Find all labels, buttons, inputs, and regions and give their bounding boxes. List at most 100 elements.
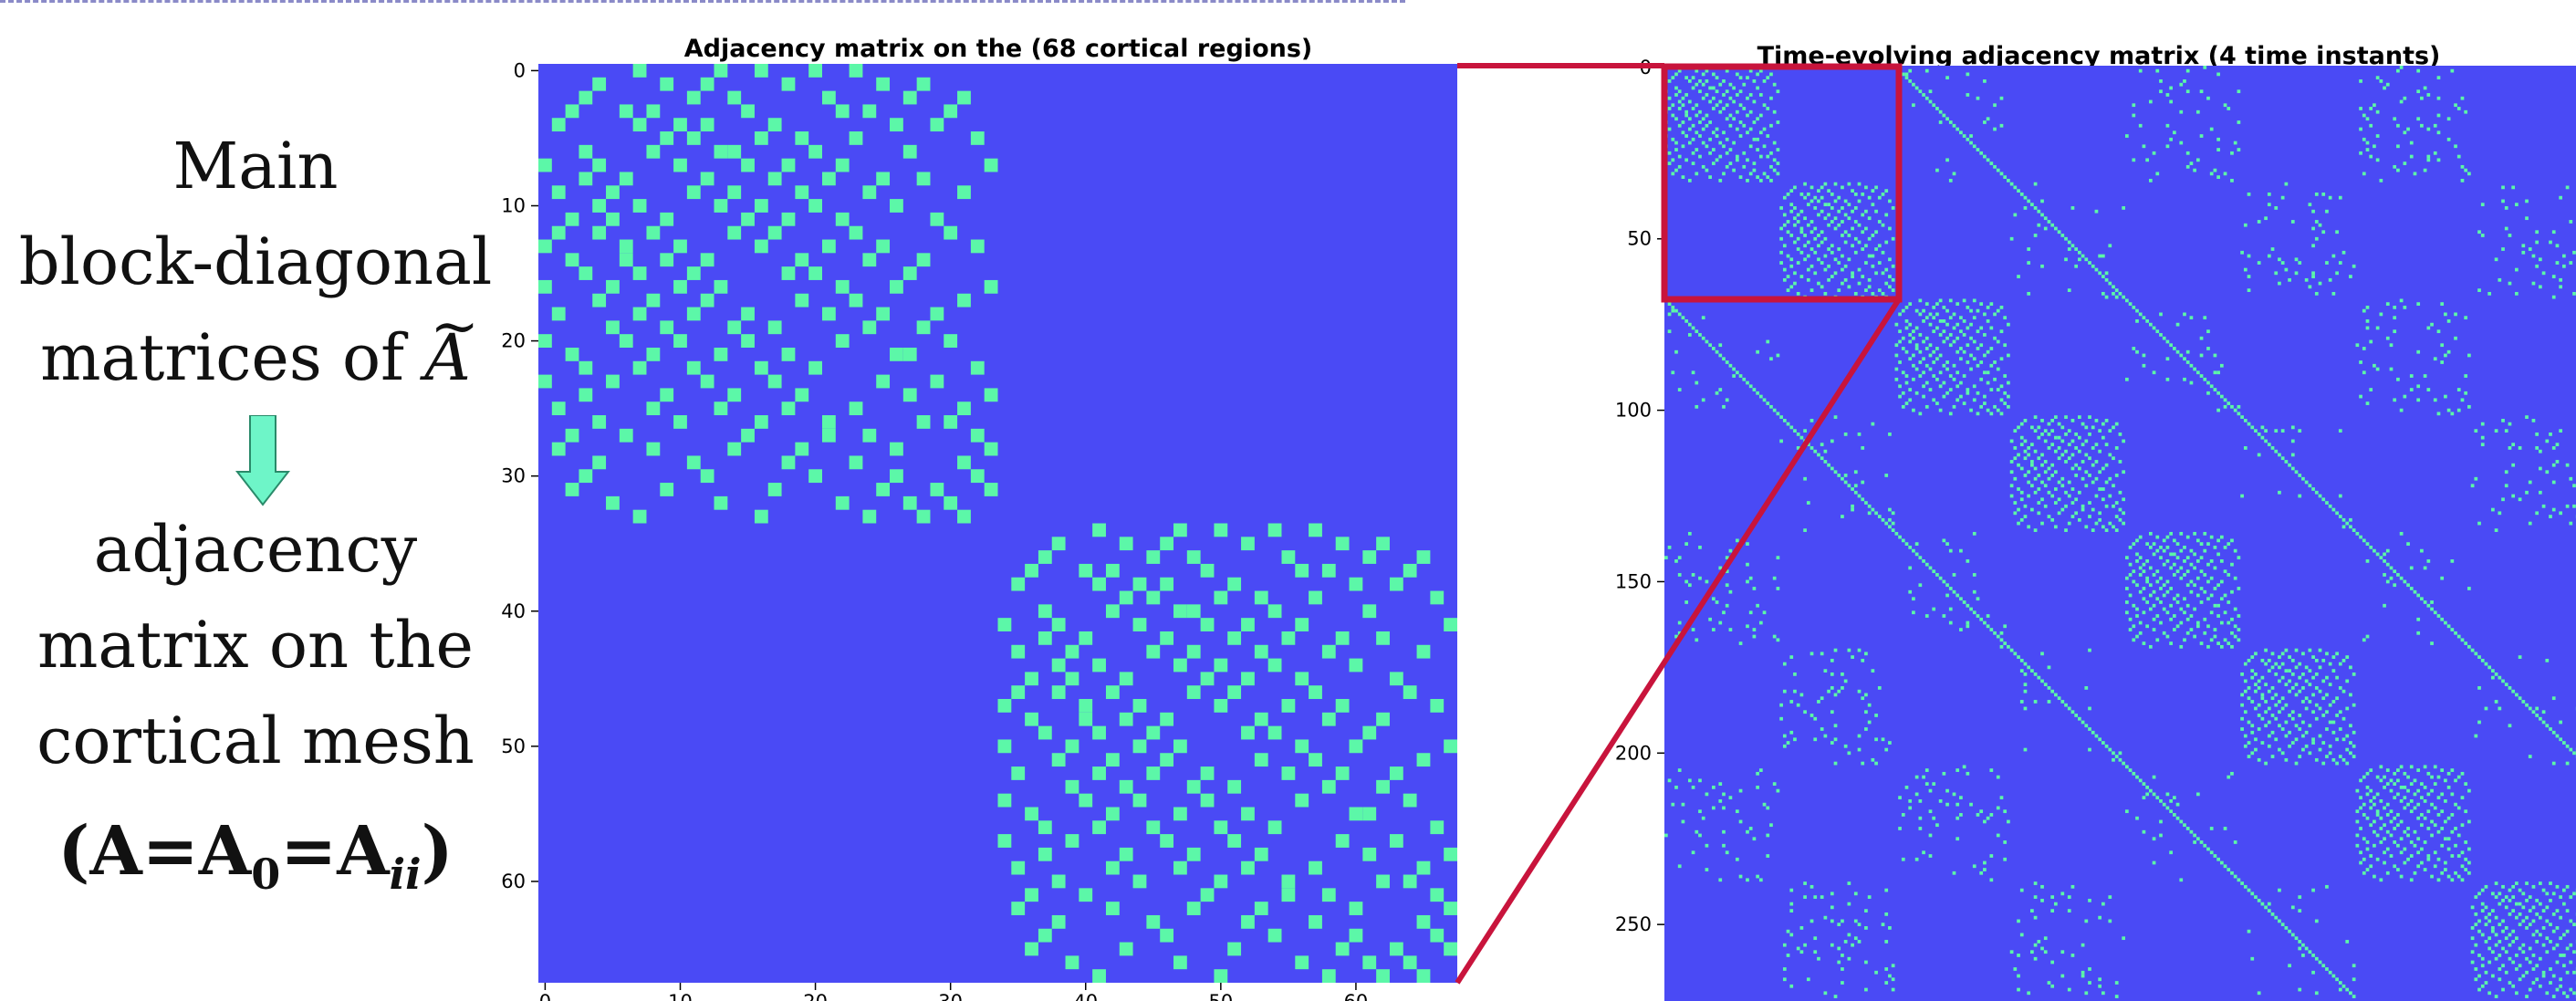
right-cell-255-110 [2037,940,2041,944]
right-cell-26-220 [2409,154,2414,159]
right-cell-127-59 [1864,501,1868,505]
right-cell-38-63 [1877,195,1882,200]
right-cell-1-140 [2138,68,2143,73]
right-cell-173-49 [1830,658,1834,662]
right-cell-143-169 [2237,556,2241,560]
left-cell-1-18 [781,77,796,91]
right-cell-8-12 [1705,93,1709,97]
right-cell-208-221 [2413,778,2417,783]
right-cell-239-120 [2070,884,2075,889]
formula-sub-ii: ii [389,849,422,899]
right-cell-24-169 [2237,148,2241,151]
right-cell-48-43 [1809,230,1814,235]
right-cell-88-74 [1914,367,1919,371]
right-cell-220-94 [1983,819,1987,824]
right-cell-112-122 [2078,449,2081,454]
right-cell-82-160 [2206,347,2210,350]
right-cell-62-60 [1867,277,1872,282]
left-cell-53-39 [1065,779,1079,794]
right-cell-26-30 [1766,154,1770,159]
right-cell-197-202 [2349,741,2352,745]
left-cell-49-37 [1038,725,1052,740]
right-cell-43-35 [1782,213,1787,217]
right-cell-256-109 [2033,943,2038,947]
right-cell-107-53 [1843,433,1848,436]
right-cell-44-177 [2264,216,2268,221]
right-cell-128-60 [1867,504,1872,508]
right-cell-74-71 [1904,319,1909,323]
right-cell-63-45 [1817,281,1820,286]
right-cell-252-184 [2288,929,2291,933]
left-cell-47-44 [1132,699,1147,713]
left-cell-3-30 [944,104,958,119]
right-cell-226-207 [2365,840,2370,844]
left-cell-7-18 [781,158,796,172]
left-cell-16-26 [890,279,903,294]
right-cell-207-210 [2375,775,2380,779]
right-cell-55-36 [1786,254,1790,258]
right-cell-218-87 [1959,813,1963,817]
right-cell-215-29 [1762,802,1767,807]
right-cell-108-115 [2054,435,2058,440]
right-cell-174-196 [2328,662,2332,666]
right-cell-219-151 [2175,816,2180,820]
left-cell-13-21 [821,239,836,254]
right-cell-105-110 [2037,425,2041,430]
right-cell-146-140 [2138,566,2143,570]
right-cell-88-83 [1945,367,1949,371]
right-cell-188-256 [2531,710,2536,714]
right-cell-154-222 [2416,593,2421,598]
right-cell-211-83 [1945,788,1949,793]
right-cell-150-138 [2132,579,2136,584]
right-cell-153-91 [1972,589,1976,594]
left-cell-20-6 [619,334,633,348]
right-cell-149-136 [2125,576,2129,580]
right-cell-259-251 [2515,954,2519,957]
right-cell-269-201 [2345,987,2350,992]
right-cell-146-214 [2389,566,2393,570]
right-cell-146-220 [2409,566,2414,570]
right-cell-78-88 [1962,333,1966,337]
right-cell-40-241 [2480,203,2485,207]
right-cell-54-253 [2521,250,2526,255]
left-cell-40-48 [1186,604,1201,619]
right-cell-77-99 [1999,329,2004,334]
right-cell-180-177 [2264,683,2268,687]
left-cell-50-56 [1295,739,1309,754]
right-cell-180-183 [2284,683,2289,687]
right-cell-163-231 [2446,624,2451,629]
right-cell-234-216 [2396,868,2400,871]
right-cell-255-53 [1843,940,1848,944]
right-cell-212-229 [2440,792,2445,797]
right-cell-84-101 [2007,353,2010,358]
right-cell-130-264 [2559,511,2562,516]
right-cell-222-205 [2359,827,2362,830]
right-cell-197-66 [1888,741,1892,745]
right-cell-126-111 [2040,497,2044,502]
right-cell-105-126 [2091,425,2095,430]
left-cell-21-27 [902,347,917,361]
left-cell-60-50 [1214,874,1228,889]
right-cell-118-128 [2098,470,2101,474]
right-cell-224-98 [1996,833,2000,838]
right-cell-139-6 [1684,542,1688,546]
right-cell-166-168 [2233,634,2237,639]
right-cell-227-229 [2440,843,2445,848]
right-cell-164-144 [2152,628,2156,631]
right-cell-112-128 [2098,449,2101,454]
left-cell-27-24 [862,428,877,443]
right-cell-2-31 [1769,72,1773,77]
right-cell-239-266 [2565,884,2570,889]
right-cell-193-182 [2280,727,2285,731]
right-cell-51-53 [1843,240,1848,245]
right-cell-172-184 [2288,655,2291,659]
right-cell-207-166 [2227,775,2231,779]
right-ytick-label-200: 200 [1615,742,1652,764]
right-cell-26-94 [1983,154,1987,159]
right-cell-203-262 [2551,761,2556,766]
right-cell-248-180 [2274,915,2279,920]
left-cell-21-2 [565,347,579,361]
right-cell-52-63 [1877,244,1882,248]
right-cell-225-206 [2362,837,2366,841]
right-cell-42-195 [2325,209,2329,214]
